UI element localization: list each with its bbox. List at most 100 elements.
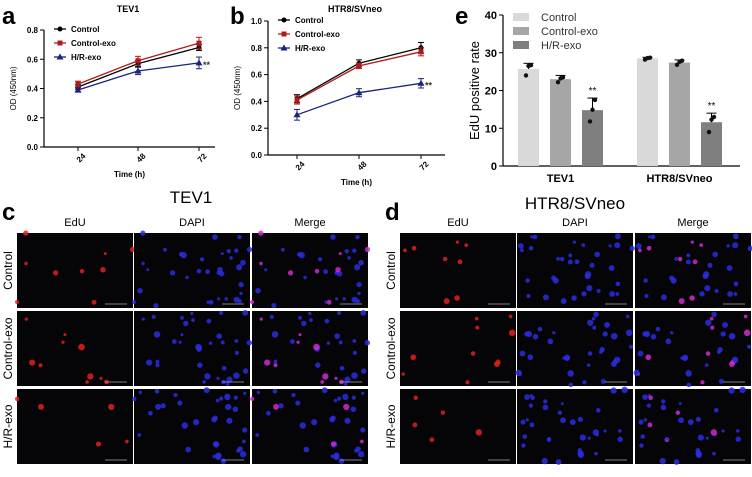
- cell-nucleus: [642, 394, 648, 400]
- cell-nucleus: [735, 436, 741, 442]
- cell-nucleus: [138, 390, 143, 394]
- cell-nucleus: [528, 403, 534, 408]
- x-tick-label: 72: [196, 151, 209, 164]
- cell-nucleus: [357, 451, 365, 458]
- y-tick-label: 0.4: [27, 85, 39, 94]
- cell-nucleus: [141, 261, 145, 266]
- cell-nucleus: [412, 422, 418, 428]
- cell-nucleus: [455, 240, 459, 244]
- cell-nucleus: [647, 422, 653, 428]
- cell-nucleus: [556, 256, 560, 261]
- cell-nucleus: [532, 334, 539, 340]
- cell-nucleus: [728, 332, 736, 340]
- data-point: [74, 86, 82, 93]
- cell-nucleus: [670, 331, 674, 335]
- panel-letter-d: d: [385, 199, 400, 226]
- cell-nucleus: [528, 245, 534, 251]
- cell-nucleus: [493, 361, 500, 368]
- y-tick-label: 40: [485, 10, 497, 22]
- cell-nucleus: [735, 429, 740, 433]
- cell-nucleus: [475, 325, 480, 330]
- cell-nucleus: [225, 403, 232, 411]
- x-tick-label: 48: [356, 159, 369, 172]
- cell-nucleus: [180, 315, 184, 320]
- cell-nucleus: [596, 407, 601, 413]
- cell-nucleus: [155, 403, 161, 410]
- x-tick-label: 24: [294, 159, 307, 172]
- replicate-point: [679, 58, 685, 63]
- cell-nucleus: [264, 268, 268, 272]
- cell-nucleus: [344, 417, 351, 424]
- cell-nucleus: [330, 415, 336, 421]
- cell-nucleus: [520, 419, 526, 425]
- cell-nucleus: [100, 266, 106, 273]
- cell-nucleus: [587, 319, 594, 326]
- cell-nucleus: [567, 370, 574, 377]
- cell-nucleus: [722, 321, 729, 328]
- cell-nucleus: [95, 441, 102, 447]
- cell-nucleus: [515, 369, 522, 377]
- cell-nucleus: [732, 233, 739, 240]
- cell-nucleus: [205, 269, 210, 275]
- cell-nucleus: [678, 402, 682, 406]
- cell-nucleus: [215, 398, 220, 403]
- cell-nucleus: [146, 359, 153, 366]
- cell-nucleus: [577, 416, 583, 422]
- y-tick-label: 30: [485, 48, 497, 60]
- cell-nucleus: [226, 417, 233, 424]
- cell-nucleus: [333, 454, 340, 461]
- cell-nucleus: [151, 314, 156, 319]
- cell-nucleus: [108, 403, 115, 411]
- cell-nucleus: [700, 380, 705, 385]
- cell-nucleus: [311, 419, 318, 426]
- row-label: H/R-exo: [1, 404, 15, 448]
- y-tick-label: 0.2: [251, 124, 263, 133]
- cell-nucleus: [246, 246, 253, 253]
- cell-nucleus: [23, 230, 29, 236]
- cell-nucleus: [234, 338, 239, 343]
- cell-nucleus: [617, 436, 623, 442]
- cell-nucleus: [728, 361, 735, 368]
- cell-nucleus: [155, 359, 160, 364]
- micrograph-merge-control: [635, 233, 752, 308]
- cell-nucleus: [131, 300, 137, 305]
- series-H/R-exo: [74, 56, 203, 93]
- cell-nucleus: [638, 419, 644, 425]
- cell-nucleus: [413, 395, 418, 401]
- cell-nucleus: [354, 448, 359, 453]
- image-background: [517, 311, 633, 386]
- y-tick-label: 10: [485, 123, 497, 135]
- cell-nucleus: [226, 376, 233, 383]
- cell-nucleus: [582, 380, 587, 385]
- cell-nucleus: [212, 415, 218, 421]
- cell-nucleus: [195, 343, 202, 351]
- cell-nucleus: [629, 344, 634, 349]
- cell-nucleus: [234, 350, 240, 356]
- cell-nucleus: [747, 245, 752, 252]
- cell-nucleus: [29, 359, 36, 366]
- cell-nucleus: [154, 388, 160, 394]
- cell-nucleus: [163, 247, 167, 252]
- cell-nucleus: [38, 363, 43, 368]
- cell-nucleus: [568, 253, 573, 258]
- cell-nucleus: [697, 434, 704, 441]
- panel-letter-c: c: [2, 199, 15, 226]
- cell-nucleus: [552, 277, 559, 284]
- cell-nucleus: [568, 382, 574, 388]
- cell-nucleus: [364, 246, 371, 253]
- line-chart-a: TEV1 0.0 0.2 0.4 0.6 0.8 24 48 72 Time (h) OD (450…: [9, 4, 215, 179]
- cell-nucleus: [196, 268, 202, 274]
- cell-nucleus: [215, 454, 222, 461]
- cell-nucleus: [171, 339, 177, 344]
- cell-nucleus: [690, 240, 694, 244]
- cell-nucleus: [542, 404, 549, 411]
- cell-nucleus: [525, 418, 529, 422]
- image-background: [400, 389, 516, 464]
- cell-nucleus: [303, 446, 310, 453]
- cell-nucleus: [212, 234, 218, 240]
- cell-nucleus: [303, 275, 307, 280]
- cell-nucleus: [354, 264, 361, 271]
- cell-nucleus: [526, 294, 531, 299]
- cell-nucleus: [592, 325, 597, 330]
